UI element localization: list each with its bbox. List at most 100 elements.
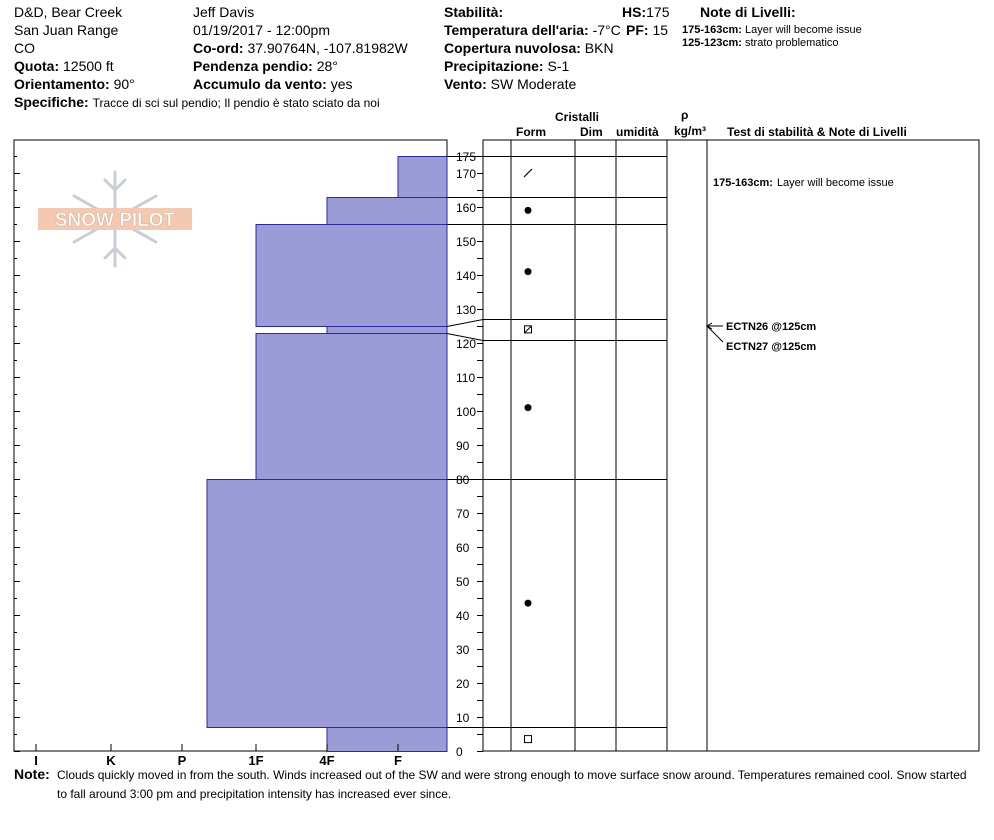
state: CO (14, 40, 35, 56)
snow-layer-3 (255, 224, 448, 327)
elevation-value: 12500 ft (63, 58, 114, 74)
rounded-grains-icon (524, 206, 532, 214)
y-tick-label: 170 (456, 167, 476, 181)
stability-test-label: ECTN26 @125cm (726, 321, 816, 333)
wind: Vento: SW Moderate (444, 76, 576, 93)
hardness-label-4F: 4F (319, 753, 334, 768)
snow-layer-4 (326, 326, 448, 334)
y-tick-label: 100 (456, 405, 476, 419)
coordinates: Co-ord: 37.90764N, -107.81982W (193, 40, 408, 57)
mixed-forms-icon (524, 325, 532, 334)
specifics-label: Specifiche: (14, 94, 89, 110)
stability-label: Stabilità: (444, 4, 504, 20)
slope-label: Pendenza pendio: (193, 58, 313, 74)
snow-layer-5 (255, 333, 448, 480)
elevation-label: Quota: (14, 58, 60, 74)
humidity-header: umidità (616, 125, 659, 139)
snow-layer-2 (326, 197, 448, 225)
y-tick-label: 60 (456, 541, 470, 555)
site-name: D&D, Bear Creek (14, 4, 123, 20)
rounded-grains-icon (524, 404, 532, 412)
wind-loading-label: Accumulo da vento: (193, 76, 327, 92)
layer-note-in-plot: 175-163cm: Layer will become issue (713, 177, 894, 189)
pf-label: PF: (626, 22, 649, 38)
y-tick-label: 20 (456, 677, 470, 691)
hardness-label-F: F (394, 753, 402, 768)
date-time: 01/19/2017 - 12:00pm (193, 22, 330, 38)
y-tick-label: 30 (456, 643, 470, 657)
slope-value: 28° (316, 58, 338, 74)
hardness-label-K: K (106, 753, 116, 768)
y-tick-label: 70 (456, 507, 470, 521)
cloud-value: BKN (584, 40, 614, 56)
y-tick-label: 150 (456, 235, 476, 249)
layer-note-1-range: 175-163cm: (682, 24, 742, 36)
airtemp-label: Temperatura dell'aria: (444, 22, 589, 38)
y-tick-label: 140 (456, 269, 476, 283)
precip-label: Precipitazione: (444, 58, 544, 74)
specifics: Specifiche: Tracce di sci sul pendio; Il… (14, 94, 380, 111)
observer: Jeff Davis (193, 4, 255, 20)
hs-label: HS: (622, 4, 647, 20)
snow-layer-7 (326, 727, 448, 752)
layer-connector (446, 333, 484, 341)
faceted-crystals-icon (524, 735, 532, 744)
tests-header: Test di stabilità & Note di Livelli (727, 125, 907, 139)
snow-layer-6 (206, 479, 448, 728)
coordinates-value: 37.90764N, -107.81982W (247, 40, 408, 56)
layer-note-2-text: strato problematico (745, 37, 839, 49)
rounded-grains-icon (524, 599, 532, 607)
coordinates-label: Co-ord: (193, 40, 244, 56)
layer-notes-title: Note di Livelli: (700, 4, 796, 20)
air-temperature: Temperatura dell'aria: -7°C (444, 22, 621, 39)
arrow-head-icon (706, 322, 713, 330)
cloud-cover: Copertura nuvolosa: BKN (444, 40, 614, 57)
layer-note-2: 125-123cm: strato problematico (682, 37, 839, 50)
rounded-grains-icon (524, 268, 532, 276)
aspect: Orientamento: 90° (14, 76, 135, 93)
y-tick-label: 160 (456, 201, 476, 215)
precip-value: S-1 (547, 58, 570, 74)
snowpilot-logo: SNOW PILOT (38, 170, 192, 268)
layer-note-1-text: Layer will become issue (745, 24, 862, 36)
pf-value: 15 (652, 22, 669, 38)
crystals-header: Cristalli (555, 110, 600, 124)
hardness-label-I: I (34, 753, 38, 768)
y-tick-label: 130 (456, 303, 476, 317)
y-tick-label: 10 (456, 711, 470, 725)
wind-value: SW Moderate (490, 76, 577, 92)
specifics-value: Tracce di sci sul pendio; Il pendio è st… (92, 96, 380, 110)
note-line-1: Clouds quickly moved in from the south. … (57, 768, 967, 782)
wind-loading-value: yes (330, 76, 353, 92)
cloud-label: Copertura nuvolosa: (444, 40, 581, 56)
mountain-range: San Juan Range (14, 22, 119, 38)
hs-value: 175 (646, 4, 670, 20)
aspect-label: Orientamento: (14, 76, 110, 92)
dim-header: Dim (580, 125, 603, 139)
note-line-2: to fall around 3:00 pm and precipitation… (57, 787, 452, 801)
snow-layer-1 (397, 156, 448, 198)
decomposing-fragments-icon (523, 168, 533, 178)
y-tick-label: 90 (456, 439, 470, 453)
airtemp-value: -7°C (592, 22, 621, 38)
y-tick-label: 0 (456, 745, 463, 759)
wind-label: Vento: (444, 76, 487, 92)
hardness-label-P: P (178, 753, 187, 768)
elevation: Quota: 12500 ft (14, 58, 114, 75)
layer-connector (446, 319, 484, 327)
wind-loading: Accumulo da vento: yes (193, 76, 352, 93)
plot-note-range: 175-163cm: (713, 177, 773, 189)
logo-text: SNOW PILOT (55, 210, 176, 231)
plot-note-text: Layer will become issue (777, 177, 894, 189)
form-header: Form (516, 125, 546, 139)
layer-note-2-range: 125-123cm: (682, 37, 742, 49)
layer-note-1: 175-163cm: Layer will become issue (682, 24, 862, 37)
aspect-value: 90° (113, 76, 135, 92)
precipitation: Precipitazione: S-1 (444, 58, 569, 75)
note-label: Note: (14, 766, 50, 782)
snow-height: HS:175 (622, 4, 669, 21)
y-tick-label: 120 (456, 337, 476, 351)
y-tick-label: 110 (456, 371, 475, 385)
density-unit-header: kg/m³ (674, 124, 707, 138)
